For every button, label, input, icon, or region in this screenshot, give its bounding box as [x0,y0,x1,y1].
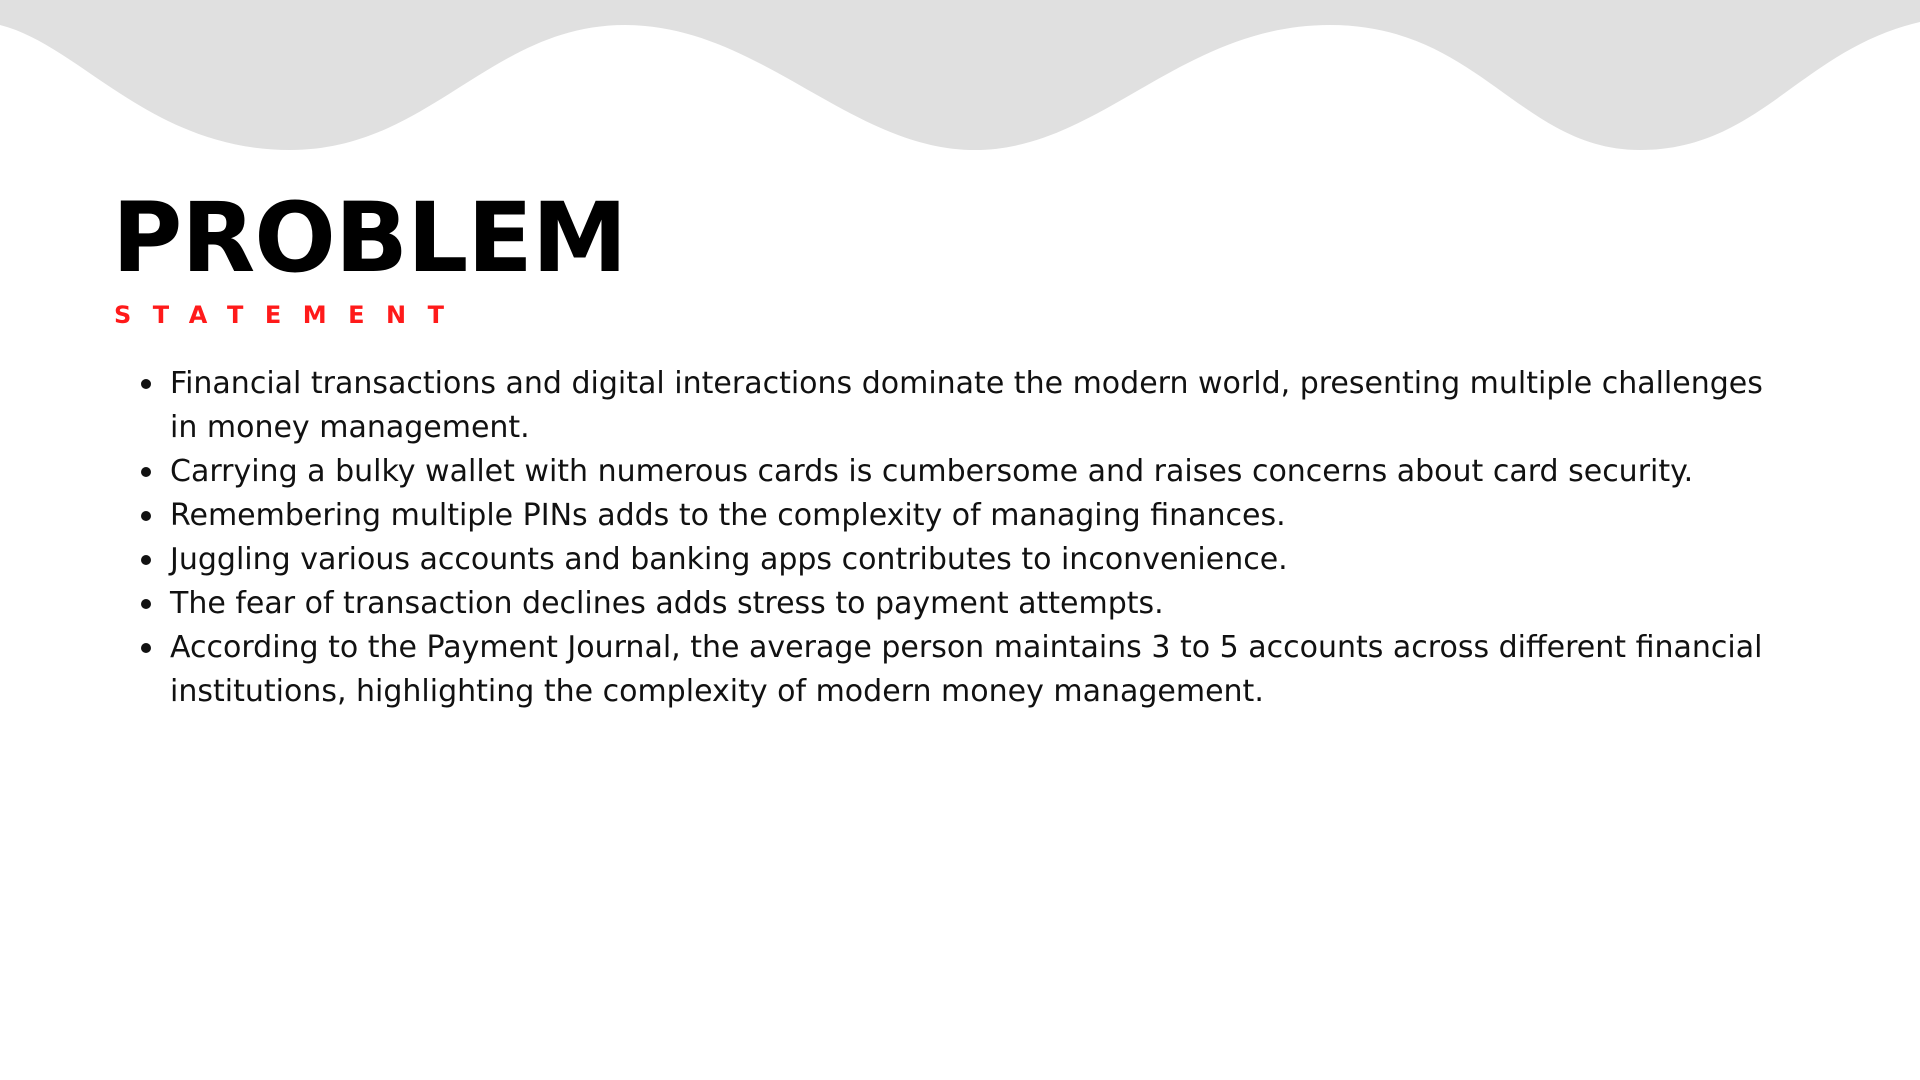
bullet-list: Financial transactions and digital inter… [141,362,1790,714]
list-item-text: Remembering multiple PINs adds to the co… [170,498,1286,533]
page-title: PROBLEM [112,182,627,294]
list-item: Remembering multiple PINs adds to the co… [141,494,1790,538]
list-item-text: Carrying a bulky wallet with numerous ca… [170,454,1694,489]
list-item: Juggling various accounts and banking ap… [141,538,1790,582]
list-item: Financial transactions and digital inter… [141,362,1790,450]
list-item-text: According to the Payment Journal, the av… [170,630,1763,709]
page-subtitle: STATEMENT [114,301,466,329]
bullet-icon [141,643,151,653]
bullet-icon [141,379,151,389]
wave-shape [0,0,1920,150]
bullet-icon [141,467,151,477]
bullet-icon [141,599,151,609]
list-item: Carrying a bulky wallet with numerous ca… [141,450,1790,494]
list-item: According to the Payment Journal, the av… [141,626,1790,714]
list-item-text: Financial transactions and digital inter… [170,366,1763,445]
list-item: The fear of transaction declines adds st… [141,582,1790,626]
list-item-text: The fear of transaction declines adds st… [170,586,1164,621]
decorative-wave-banner [0,0,1920,150]
bullet-icon [141,555,151,565]
list-item-text: Juggling various accounts and banking ap… [170,542,1288,577]
bullet-icon [141,511,151,521]
